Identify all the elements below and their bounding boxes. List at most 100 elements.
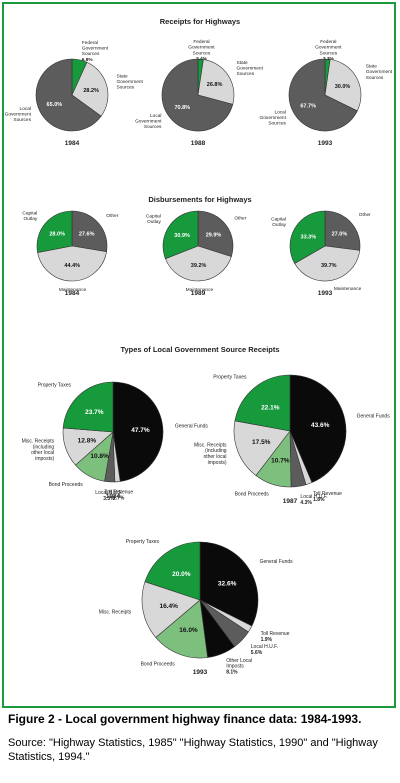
slice-value-label: 17.5%	[252, 439, 271, 446]
slice-value-label: 28.0%	[49, 232, 65, 238]
pie-slice	[71, 61, 109, 117]
slice-value-label: 10.8%	[90, 453, 109, 460]
pie-slice	[197, 59, 235, 105]
figure-frame	[2, 2, 396, 708]
slice-category-label: Local Government Sources	[5, 106, 32, 123]
figure-source: Source: "Highway Statistics, 1985" "High…	[8, 737, 378, 763]
slice-value-label: 27.0%	[332, 231, 348, 237]
slice-category-label: Federal Government Sources 2.3%	[315, 39, 342, 62]
pie-slice	[35, 58, 102, 132]
pie-year-label: 1993	[318, 140, 333, 147]
slice-value-label: 39.7%	[321, 263, 337, 269]
slice-category-label: Other	[359, 212, 371, 218]
pie-slice	[164, 245, 232, 282]
slice-value-label: 23.7%	[85, 409, 104, 416]
pie-slice	[199, 541, 259, 627]
section-title: Disbursements for Highways	[148, 195, 251, 204]
pie-year-label: 1984	[65, 140, 80, 147]
slice-value-label: 28.2%	[83, 88, 99, 94]
pie-slice	[71, 210, 108, 253]
slice-category-label: State Government Sources	[116, 73, 143, 90]
slice-category-label: General Funds	[175, 424, 209, 430]
slice-value-label: 27.6%	[79, 232, 95, 238]
slice-category-label: Local Government Sources	[135, 113, 162, 130]
pie-slice	[155, 599, 208, 659]
slice-value-label: 32.6%	[218, 580, 237, 587]
pie-slice	[234, 374, 291, 432]
slice-value-label: 26.8%	[207, 82, 223, 88]
slice-value-label: 12.8%	[78, 438, 97, 445]
slice-value-label: 29.9%	[206, 233, 222, 239]
slice-value-label: 33.3%	[301, 234, 317, 240]
slice-value-label: 44.4%	[64, 263, 80, 269]
slice-category-label: Other	[234, 215, 246, 221]
slice-category-label: Property Taxes	[126, 539, 160, 545]
slice-category-label: Local H.U.F. 3.3%	[95, 490, 122, 502]
pie-slice	[288, 58, 358, 132]
slice-value-label: 10.7%	[271, 457, 290, 464]
pie-slice	[233, 420, 291, 476]
pie-slice	[112, 381, 164, 482]
pie-slice	[62, 381, 114, 433]
pie-year-label: 1984	[106, 493, 121, 500]
section-title: Receipts for Highways	[160, 17, 240, 26]
slice-category-label: Federal Government Sources 2.4%	[188, 39, 215, 62]
slice-category-label: General Funds	[260, 559, 294, 565]
pie-slice	[324, 59, 362, 112]
slice-category-label: Bond Proceeds	[141, 661, 176, 667]
slice-category-label: General Funds	[357, 413, 391, 419]
pie-charts-figure: Receipts for Highways Federal Government So…	[5, 17, 393, 676]
slice-value-label: 16.4%	[159, 603, 178, 610]
slice-category-label: Local H.U.F. 5.6%	[251, 644, 278, 656]
pie-slice	[36, 210, 73, 253]
slice-category-label: State Government Sources	[366, 64, 393, 81]
pie-year-label: 1993	[318, 290, 333, 297]
slice-value-label: 43.6%	[311, 422, 330, 429]
slice-category-label: Maintenance	[334, 286, 362, 292]
slice-category-label: Other	[106, 213, 118, 219]
slice-category-label: Property Taxes	[38, 382, 72, 388]
slice-value-label: 47.7%	[131, 427, 150, 434]
slice-value-label: 20.0%	[172, 571, 191, 578]
slice-category-label: Other Local Imposts 8.1%	[226, 658, 252, 676]
pie-slice	[162, 210, 199, 260]
slice-category-label: Property Taxes	[213, 375, 247, 381]
slice-category-label: Toll Revenue 1.8%	[313, 491, 342, 503]
pie-slice	[294, 245, 361, 282]
slice-value-label: 39.2%	[191, 263, 207, 269]
figure-caption: Figure 2 - Local government highway fina…	[8, 712, 362, 726]
slice-category-label: Misc. Receipts (including other local impos…	[22, 439, 55, 462]
slice-category-label: Capital Outlay	[22, 210, 38, 222]
pie-year-label: 1987	[283, 498, 298, 505]
slice-category-label: Capital Outlay	[146, 214, 162, 226]
slice-category-label: Maintenance	[59, 287, 87, 293]
pie-slice	[324, 210, 361, 251]
slice-category-label: Local H.U.F. 4.3%	[300, 494, 327, 506]
slice-value-label: 30.9%	[174, 233, 190, 239]
slice-category-label: Toll Revenue 1.7%	[104, 490, 133, 502]
section-title: Types of Local Government Source Receipt…	[120, 345, 279, 354]
pie-slice	[144, 541, 201, 601]
pie-slice	[37, 245, 107, 282]
slice-category-label: Federal Government Sources 6.8%	[82, 40, 109, 63]
slice-category-label: Bond Proceeds	[235, 492, 270, 498]
slice-category-label: Misc. Receipts (including other local impos…	[194, 442, 227, 465]
slice-category-label: Toll Revenue 1.9%	[261, 631, 290, 643]
slice-category-label: Misc. Receipts	[99, 609, 132, 615]
pie-slice	[141, 581, 201, 638]
slice-value-label: 70.8%	[174, 105, 190, 111]
slice-category-label: Capital Outlay	[271, 216, 287, 228]
pie-year-label: 1989	[191, 290, 206, 297]
slice-category-label: Local Government Sources	[260, 109, 287, 126]
slice-value-label: 65.0%	[47, 102, 63, 108]
slice-value-label: 16.0%	[179, 627, 198, 634]
pie-slice	[289, 210, 326, 264]
slice-category-label: State Government Sources	[237, 60, 264, 77]
pie-slice	[289, 374, 347, 483]
pie-slice	[161, 58, 234, 132]
pie-year-label: 1993	[193, 669, 208, 676]
slice-value-label: 22.1%	[261, 404, 280, 411]
slice-category-label: Maintenance	[186, 287, 214, 293]
slice-category-label: Bond Proceeds	[49, 482, 84, 488]
slice-value-label: 67.7%	[300, 103, 316, 109]
